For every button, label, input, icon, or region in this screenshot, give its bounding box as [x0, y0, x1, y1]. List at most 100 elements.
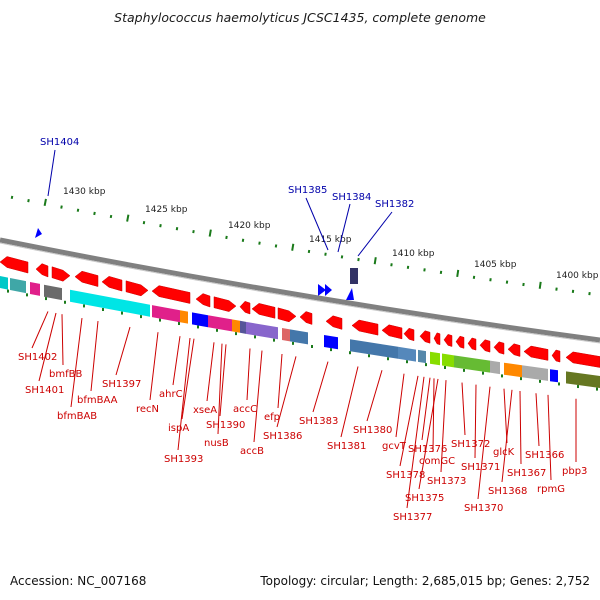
- lower-tick: [501, 374, 503, 378]
- accession-label: Accession: NC_007168: [10, 574, 147, 588]
- gene-label-sh1397[interactable]: SH1397: [102, 379, 141, 390]
- feature-block: [454, 355, 490, 373]
- ref-pointer: [357, 211, 393, 257]
- gene-label-sh1383[interactable]: SH1383: [299, 416, 338, 427]
- label-leader-lines: [31, 311, 577, 509]
- leader-line: [149, 332, 159, 401]
- gene-label-sh1390[interactable]: SH1390: [206, 420, 245, 431]
- gene-label-sh1401[interactable]: SH1401: [25, 385, 64, 396]
- ref-label-sh1384[interactable]: SH1384: [332, 192, 371, 203]
- leader-line: [181, 338, 195, 420]
- lower-tick: [368, 354, 370, 358]
- gene-label-sh1373[interactable]: SH1373: [427, 476, 466, 487]
- lower-tick: [330, 348, 332, 352]
- lower-tick: [349, 351, 351, 355]
- gene-arrow: [125, 280, 149, 297]
- gene-label-accb[interactable]: accB: [240, 446, 264, 457]
- leader-line: [217, 343, 223, 435]
- gene-label-recn[interactable]: recN: [136, 404, 159, 415]
- gene-label-sh1370[interactable]: SH1370: [464, 503, 503, 514]
- gene-label-sh1367[interactable]: SH1367: [507, 468, 546, 479]
- scale-label-1415: 1415 kbp: [309, 235, 352, 245]
- gene-label-sh1386[interactable]: SH1386: [263, 431, 302, 442]
- backbone-line: [0, 237, 600, 343]
- lower-tick: [178, 322, 180, 326]
- scale-major-tick: [208, 229, 212, 237]
- leader-line: [461, 382, 466, 436]
- scale-minor-tick: [406, 265, 410, 269]
- lower-tick: [235, 332, 237, 336]
- gene-label-sh1381[interactable]: SH1381: [327, 441, 366, 452]
- lower-tick: [45, 297, 47, 301]
- leader-line: [31, 311, 49, 349]
- leader-line: [474, 384, 477, 459]
- gene-arrow: [151, 285, 191, 304]
- ref-label-sh1385[interactable]: SH1385: [288, 185, 327, 196]
- feature-block: [240, 320, 246, 334]
- leader-line: [312, 361, 329, 413]
- lower-tick: [159, 318, 161, 322]
- gene-label-rpmg[interactable]: rpmG: [537, 484, 565, 495]
- gene-arrow: [479, 339, 491, 353]
- gene-label-bfmbab[interactable]: bfmBAB: [57, 411, 97, 422]
- gene-label-gcvt[interactable]: gcvT: [382, 441, 407, 452]
- gene-label-sh1380[interactable]: SH1380: [353, 425, 392, 436]
- feature-block: [550, 369, 558, 383]
- gene-label-comgc[interactable]: comGC: [419, 456, 455, 467]
- feature-block: [324, 334, 338, 350]
- gene-label-sh1371[interactable]: SH1371: [461, 462, 500, 473]
- leader-line: [253, 350, 263, 443]
- scale-label-1410: 1410 kbp: [392, 249, 435, 259]
- gene-label-sh1375[interactable]: SH1375: [405, 493, 444, 504]
- feature-block: [290, 329, 308, 345]
- gene-label-efp[interactable]: efp: [264, 412, 280, 423]
- gene-label-ispa[interactable]: ispA: [168, 423, 189, 434]
- gene-arrow: [551, 349, 561, 363]
- gene-label-accc[interactable]: accC: [233, 404, 257, 415]
- feature-block: [208, 315, 232, 332]
- leader-line: [440, 380, 447, 473]
- gene-label-sh1368[interactable]: SH1368: [488, 486, 527, 497]
- gene-arrow: [443, 334, 453, 347]
- gene-label-sh1372[interactable]: SH1372: [451, 439, 490, 450]
- ref-pointer: [337, 203, 351, 253]
- gene-arrow: [277, 307, 297, 323]
- gene-label-sh1366[interactable]: SH1366: [525, 450, 564, 461]
- lower-tick: [26, 293, 28, 297]
- gene-label-xsea[interactable]: xseA: [193, 405, 217, 416]
- ref-label-sh1382[interactable]: SH1382: [375, 199, 414, 210]
- feature-block: [566, 371, 600, 388]
- lower-tick: [577, 385, 579, 389]
- gene-label-sh1376[interactable]: SH1376: [408, 444, 447, 455]
- reference-markers: SH1404 SH1385 SH1384 SH1382: [35, 137, 414, 300]
- lower-tick: [387, 357, 389, 361]
- ref-label-sh1404[interactable]: SH1404: [40, 137, 79, 148]
- feature-block: [522, 365, 548, 381]
- gene-label-pbp3[interactable]: pbp3: [562, 466, 587, 477]
- scale-minor-tick: [472, 275, 476, 279]
- leader-line: [70, 317, 83, 408]
- marker-block: [350, 268, 358, 284]
- leader-line: [501, 389, 513, 483]
- gene-arrow: [467, 337, 477, 351]
- gene-label-sh1402[interactable]: SH1402: [18, 352, 57, 363]
- scale-minor-tick: [258, 241, 261, 245]
- gene-arrow: [51, 266, 71, 282]
- gene-label-sh1393[interactable]: SH1393: [164, 454, 203, 465]
- gene-label-bmfbb[interactable]: bmfBB: [49, 369, 82, 380]
- gene-label-nusb[interactable]: nusB: [204, 438, 229, 449]
- gene-label-ahrc[interactable]: ahrC: [159, 389, 183, 400]
- gene-label-bfmbaa[interactable]: bfmBAA: [77, 395, 118, 406]
- gene-arrow: [403, 327, 415, 342]
- gene-arrow: [251, 303, 276, 319]
- gene-arrow: [455, 335, 465, 349]
- gene-label-glck[interactable]: glcK: [493, 447, 515, 458]
- scale-major-tick: [291, 243, 295, 251]
- scale-major-tick: [373, 257, 377, 265]
- gene-label-sh1377[interactable]: SH1377: [393, 512, 432, 523]
- feature-block: [44, 284, 62, 301]
- leader-line: [177, 337, 191, 451]
- gene-label-sh1378[interactable]: SH1378: [386, 470, 425, 481]
- scale-ticks: [7, 195, 598, 391]
